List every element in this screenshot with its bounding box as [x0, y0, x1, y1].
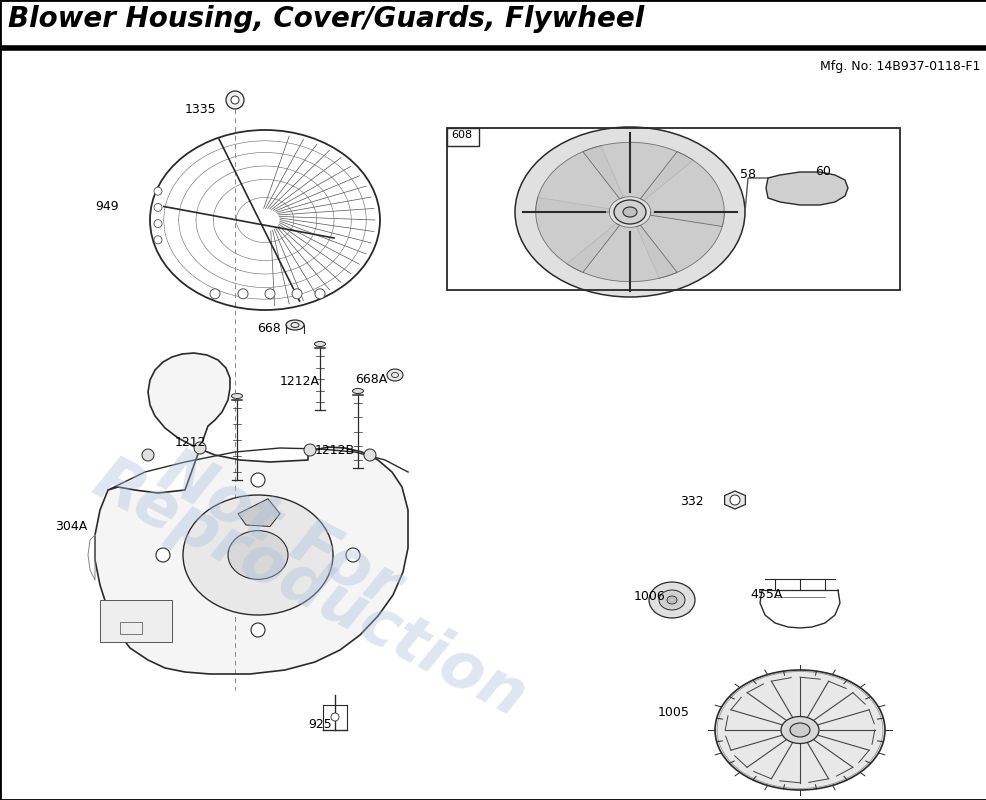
- Text: 949: 949: [95, 200, 118, 213]
- Circle shape: [346, 548, 360, 562]
- Text: 1006: 1006: [633, 590, 666, 603]
- Polygon shape: [238, 498, 280, 526]
- Text: 1212B: 1212B: [315, 444, 355, 457]
- Ellipse shape: [789, 723, 810, 737]
- Circle shape: [231, 96, 239, 104]
- Text: 925: 925: [308, 718, 331, 731]
- Text: Reproduction: Reproduction: [83, 450, 536, 730]
- Text: 1005: 1005: [658, 706, 689, 719]
- Circle shape: [154, 219, 162, 227]
- Text: 668A: 668A: [355, 373, 387, 386]
- Circle shape: [154, 187, 162, 195]
- Ellipse shape: [315, 342, 325, 346]
- Circle shape: [730, 495, 740, 505]
- Circle shape: [194, 442, 206, 454]
- Circle shape: [364, 449, 376, 461]
- Text: 1212A: 1212A: [280, 375, 319, 388]
- Ellipse shape: [780, 717, 818, 743]
- Ellipse shape: [286, 320, 304, 330]
- Circle shape: [226, 91, 244, 109]
- Circle shape: [315, 289, 324, 299]
- Text: 668: 668: [256, 322, 280, 335]
- Text: 58: 58: [740, 168, 755, 181]
- Polygon shape: [640, 152, 724, 226]
- Ellipse shape: [714, 670, 884, 790]
- Circle shape: [250, 473, 264, 487]
- Text: Not For: Not For: [149, 441, 411, 619]
- Circle shape: [154, 203, 162, 211]
- Bar: [100, 600, 172, 642]
- Circle shape: [154, 236, 162, 244]
- Text: 60: 60: [814, 165, 830, 178]
- Ellipse shape: [352, 389, 363, 394]
- Circle shape: [210, 289, 220, 299]
- Text: 1335: 1335: [184, 103, 216, 116]
- Polygon shape: [535, 146, 623, 212]
- Ellipse shape: [622, 207, 636, 217]
- Text: Blower Housing, Cover/Guards, Flywheel: Blower Housing, Cover/Guards, Flywheel: [8, 5, 644, 33]
- Text: 608: 608: [451, 130, 471, 140]
- Text: 332: 332: [679, 495, 703, 508]
- Text: 1212: 1212: [175, 436, 206, 449]
- Circle shape: [156, 548, 170, 562]
- Ellipse shape: [649, 582, 694, 618]
- Circle shape: [304, 444, 316, 456]
- Polygon shape: [724, 491, 744, 509]
- Circle shape: [250, 623, 264, 637]
- Bar: [120, 622, 142, 634]
- Circle shape: [264, 289, 275, 299]
- Ellipse shape: [228, 530, 288, 579]
- Polygon shape: [765, 172, 847, 205]
- Polygon shape: [636, 212, 724, 278]
- Ellipse shape: [387, 369, 402, 381]
- Polygon shape: [566, 223, 676, 282]
- Circle shape: [292, 289, 302, 299]
- Polygon shape: [95, 353, 407, 674]
- Ellipse shape: [667, 596, 676, 604]
- Polygon shape: [583, 142, 692, 201]
- Text: Mfg. No: 14B937-0118-F1: Mfg. No: 14B937-0118-F1: [818, 60, 979, 73]
- Circle shape: [238, 289, 247, 299]
- Ellipse shape: [659, 590, 684, 610]
- Polygon shape: [535, 198, 619, 272]
- Bar: [447, 128, 478, 146]
- Ellipse shape: [182, 495, 332, 615]
- Circle shape: [330, 713, 338, 721]
- Bar: [447, 128, 899, 290]
- Ellipse shape: [232, 394, 243, 398]
- Text: 304A: 304A: [55, 520, 87, 533]
- Ellipse shape: [515, 127, 744, 297]
- Ellipse shape: [613, 200, 646, 224]
- Text: 455A: 455A: [749, 588, 782, 601]
- Circle shape: [142, 449, 154, 461]
